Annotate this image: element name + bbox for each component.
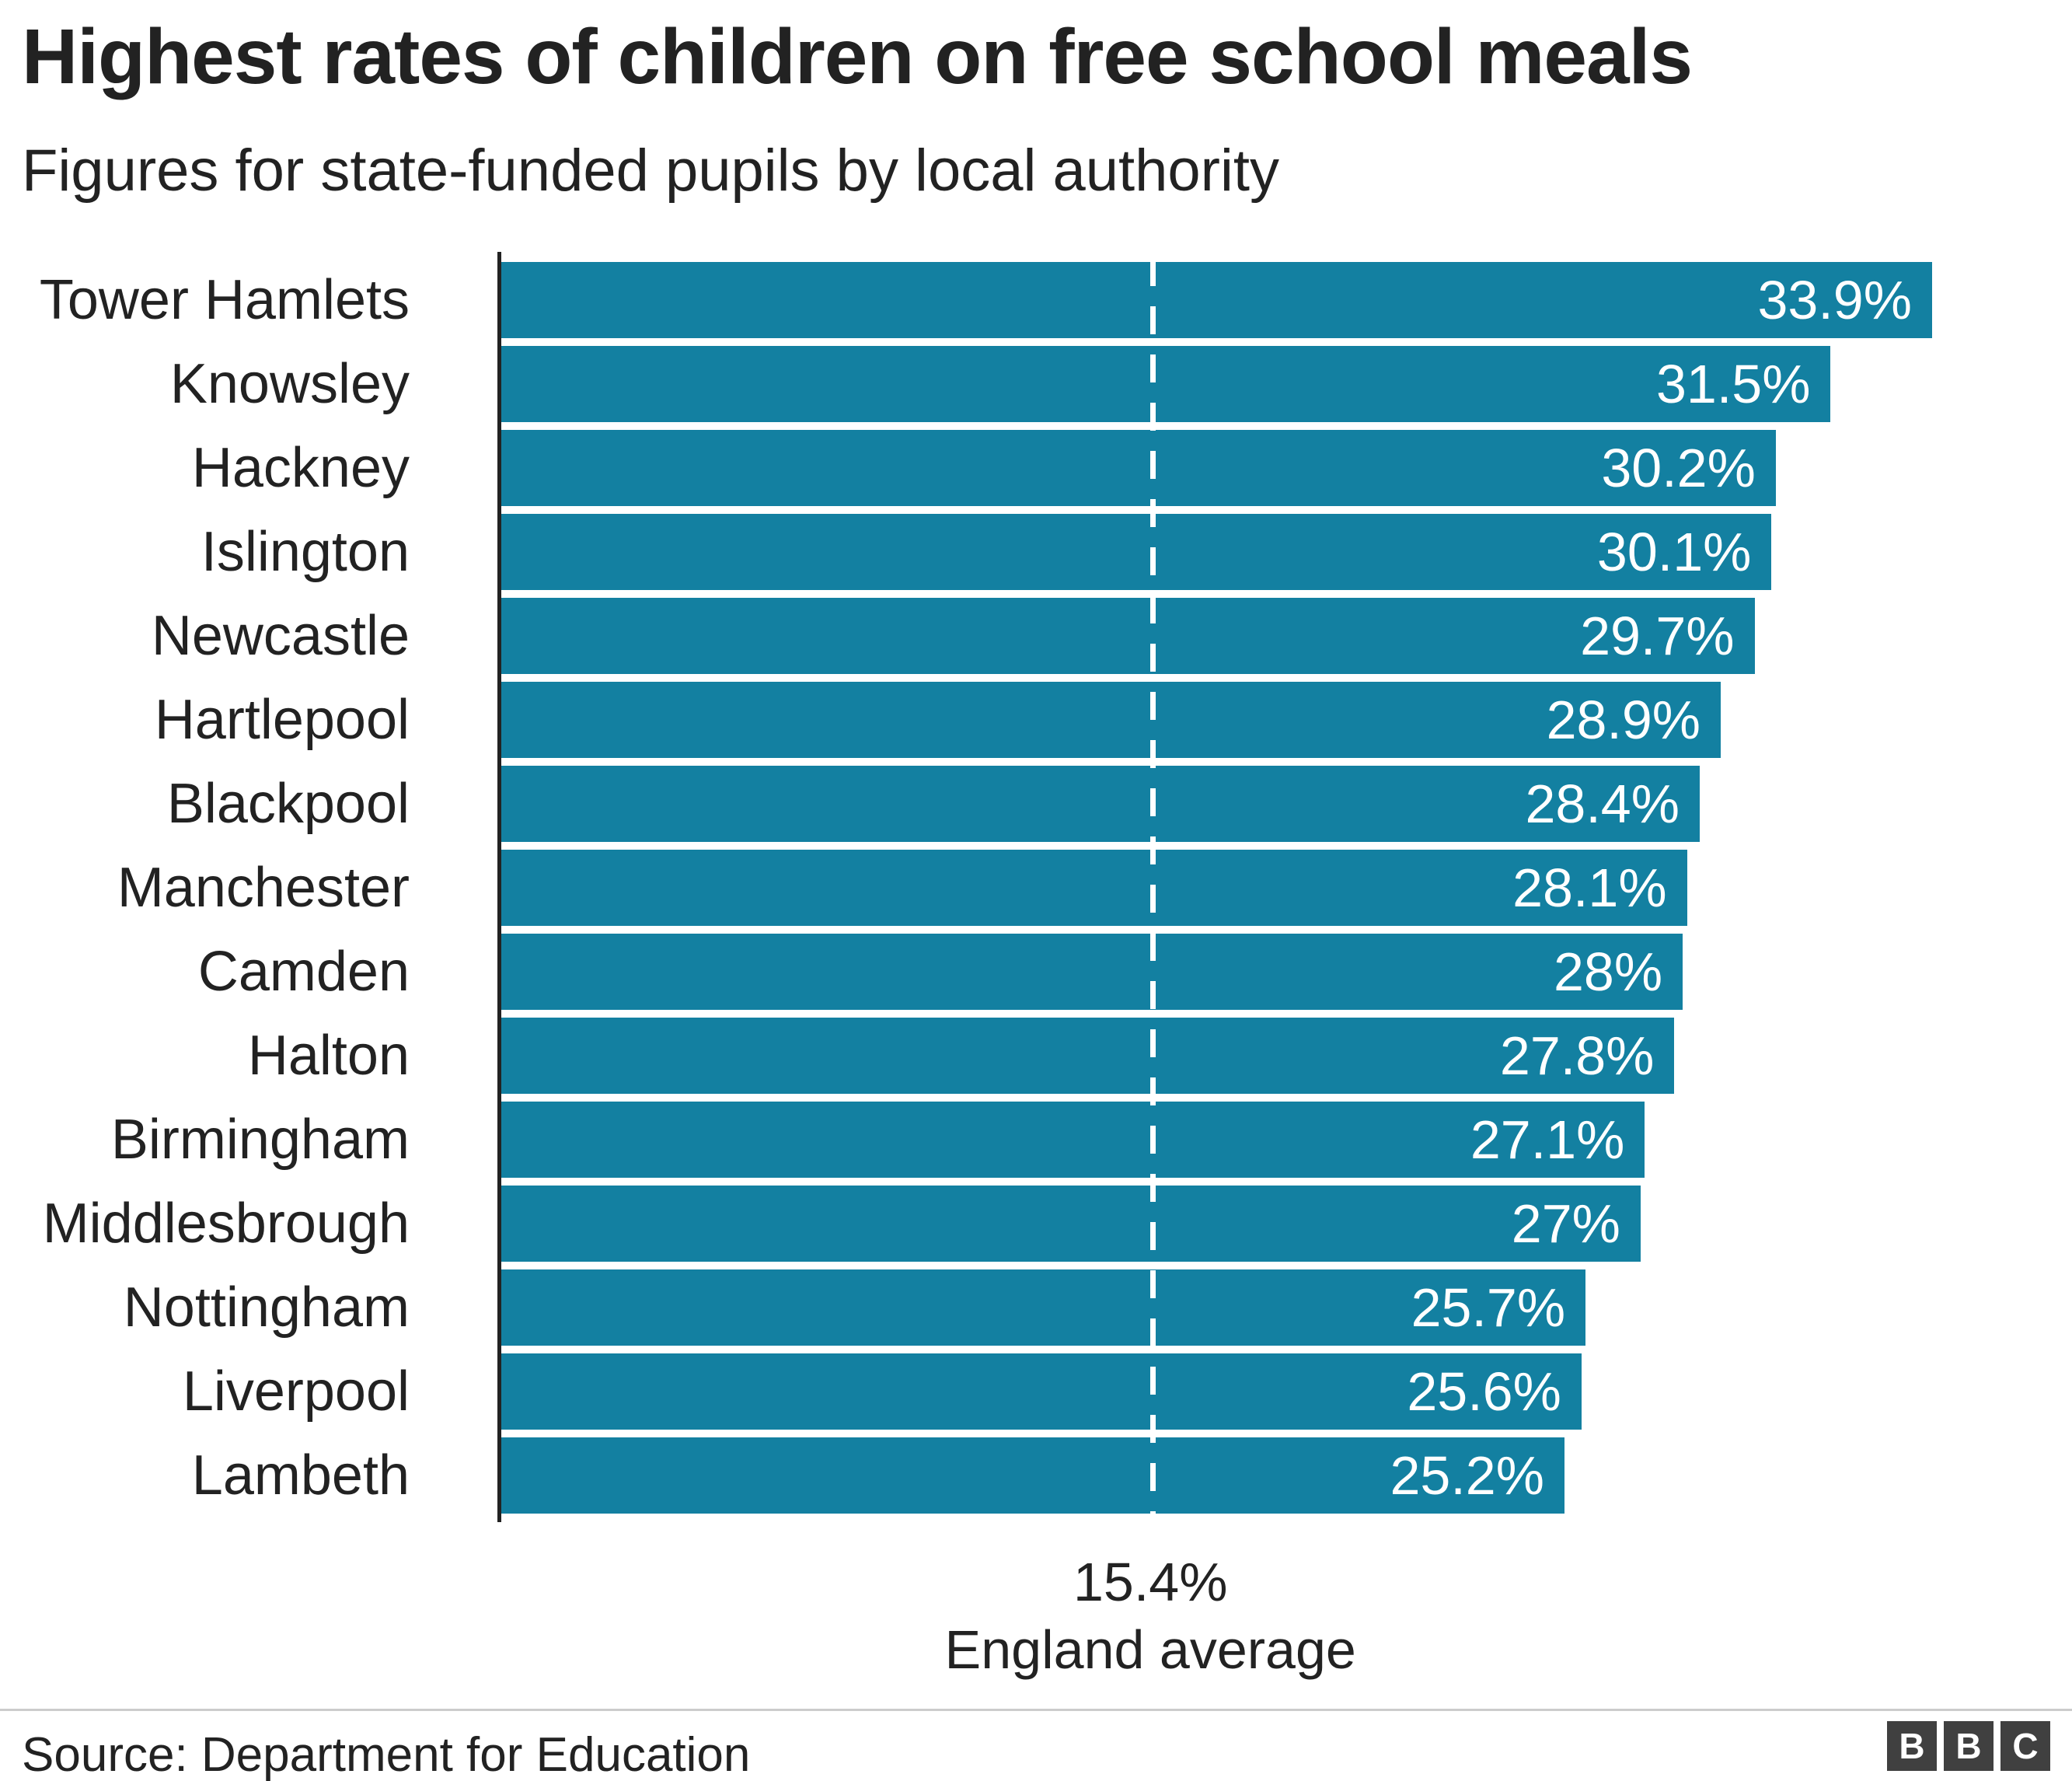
- bar-row: Camden 28%: [0, 930, 2072, 1014]
- category-label: Birmingham: [110, 1109, 410, 1171]
- bar: 30.1%: [500, 514, 1772, 590]
- bar-area: 25.7%: [500, 1269, 2072, 1346]
- category-label: Middlesbrough: [42, 1193, 410, 1255]
- bar-value-label: 27.8%: [1499, 1025, 1655, 1086]
- source-label: Source: Department for Education: [22, 1728, 751, 1781]
- bar-row: Hartlepool 28.9%: [0, 678, 2072, 762]
- y-axis-line: [497, 252, 501, 1522]
- bar: 28.9%: [500, 682, 1721, 758]
- category-label: Newcastle: [151, 605, 410, 667]
- bar-row: Manchester 28.1%: [0, 846, 2072, 930]
- bar-value-label: 25.7%: [1411, 1277, 1566, 1338]
- category-label: Liverpool: [182, 1360, 410, 1423]
- bar: 27%: [500, 1186, 1641, 1262]
- bar: 25.2%: [500, 1437, 1564, 1514]
- bar-value-label: 28%: [1553, 941, 1663, 1002]
- category-label: Knowsley: [169, 353, 410, 415]
- bar-row: Nottingham 25.7%: [0, 1266, 2072, 1350]
- bar-area: 28.4%: [500, 766, 2072, 842]
- chart-subtitle: Figures for state-funded pupils by local…: [22, 138, 1279, 204]
- bar-area: 27.1%: [500, 1102, 2072, 1178]
- bar-value-label: 30.2%: [1601, 438, 1756, 498]
- category-label: Camden: [197, 941, 410, 1003]
- bar-value-label: 27%: [1511, 1193, 1620, 1254]
- bar: 25.7%: [500, 1269, 1586, 1346]
- category-label: Hartlepool: [154, 689, 410, 751]
- bar-row: Newcastle 29.7%: [0, 594, 2072, 678]
- category-label: Manchester: [117, 857, 410, 919]
- bar-chart: Tower Hamlets 33.9% Knowsley 31.5% Hackney 30…: [0, 258, 2072, 1517]
- footer-divider: [0, 1709, 2072, 1711]
- category-label: Nottingham: [123, 1276, 410, 1339]
- bar-area: 33.9%: [500, 262, 2072, 338]
- bar-row: Tower Hamlets 33.9%: [0, 258, 2072, 342]
- category-label: Blackpool: [166, 773, 410, 835]
- bar: 29.7%: [500, 598, 1755, 674]
- bar-area: 31.5%: [500, 346, 2072, 422]
- bar-row: Liverpool 25.6%: [0, 1350, 2072, 1434]
- bar-row: Islington 30.1%: [0, 510, 2072, 594]
- bar: 28.1%: [500, 850, 1687, 926]
- bar-area: 28.1%: [500, 850, 2072, 926]
- bar-row: Blackpool 28.4%: [0, 762, 2072, 846]
- bar: 25.6%: [500, 1353, 1582, 1430]
- average-text-label: England average: [944, 1619, 1356, 1680]
- bar-area: 28%: [500, 934, 2072, 1010]
- bar-area: 25.2%: [500, 1437, 2072, 1514]
- bbc-logo-block: C: [2000, 1721, 2050, 1771]
- bar-area: 27.8%: [500, 1018, 2072, 1094]
- bar: 28.4%: [500, 766, 1700, 842]
- average-line: [1150, 258, 1156, 1517]
- category-label: Islington: [201, 521, 410, 583]
- bar-area: 29.7%: [500, 598, 2072, 674]
- category-label: Tower Hamlets: [39, 269, 410, 331]
- bar-area: 28.9%: [500, 682, 2072, 758]
- bar-row: Birmingham 27.1%: [0, 1098, 2072, 1182]
- bar-area: 30.2%: [500, 430, 2072, 506]
- average-value-label: 15.4%: [1073, 1552, 1228, 1612]
- bar-value-label: 33.9%: [1757, 270, 1912, 330]
- bar-area: 30.1%: [500, 514, 2072, 590]
- bar-value-label: 25.6%: [1407, 1361, 1561, 1422]
- average-annotation: 15.4% England average: [945, 1549, 1356, 1684]
- bar: 31.5%: [500, 346, 1831, 422]
- bar-value-label: 27.1%: [1470, 1109, 1625, 1170]
- bar-value-label: 31.5%: [1655, 354, 1811, 414]
- bar: 27.8%: [500, 1018, 1675, 1094]
- bar-value-label: 28.9%: [1546, 690, 1701, 750]
- bbc-logo: B B C: [1887, 1721, 2050, 1771]
- bar-row: Middlesbrough 27%: [0, 1182, 2072, 1266]
- bar-row: Hackney 30.2%: [0, 426, 2072, 510]
- chart-title: Highest rates of children on free school…: [22, 13, 1693, 100]
- bar-value-label: 29.7%: [1580, 606, 1735, 666]
- bar: 33.9%: [500, 262, 1932, 338]
- category-label: Lambeth: [191, 1444, 410, 1507]
- bar-row: Halton 27.8%: [0, 1014, 2072, 1098]
- category-label: Hackney: [191, 437, 410, 499]
- bar: 27.1%: [500, 1102, 1645, 1178]
- bar-row: Knowsley 31.5%: [0, 342, 2072, 426]
- bbc-logo-block: B: [1944, 1721, 1994, 1771]
- bar-value-label: 28.1%: [1512, 857, 1667, 918]
- bar-value-label: 28.4%: [1525, 774, 1680, 834]
- bbc-logo-block: B: [1887, 1721, 1937, 1771]
- bar-row: Lambeth 25.2%: [0, 1434, 2072, 1517]
- bar-area: 27%: [500, 1186, 2072, 1262]
- bar: 28%: [500, 934, 1683, 1010]
- bar: 30.2%: [500, 430, 1776, 506]
- bar-value-label: 30.1%: [1596, 522, 1752, 582]
- bar-value-label: 25.2%: [1390, 1445, 1544, 1506]
- bar-area: 25.6%: [500, 1353, 2072, 1430]
- category-label: Halton: [247, 1025, 410, 1087]
